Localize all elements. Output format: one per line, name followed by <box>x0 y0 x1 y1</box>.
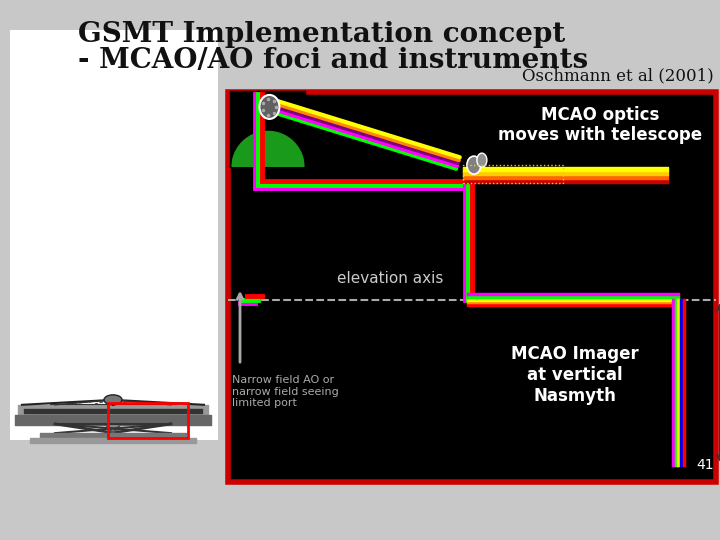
Bar <box>108 403 188 438</box>
Ellipse shape <box>104 395 122 405</box>
Text: elevation axis: elevation axis <box>337 271 444 286</box>
Text: Oschmann et al (2001): Oschmann et al (2001) <box>522 67 714 84</box>
Bar <box>10 30 218 440</box>
Text: MCAO optics
moves with telescope: MCAO optics moves with telescope <box>498 106 702 144</box>
Bar <box>230 92 305 167</box>
Ellipse shape <box>259 95 279 119</box>
Text: GSMT Implementation concept: GSMT Implementation concept <box>78 22 565 49</box>
Bar <box>463 165 563 183</box>
Text: MCAO Imager
at vertical
Nasmyth: MCAO Imager at vertical Nasmyth <box>511 345 639 405</box>
Text: 41: 41 <box>696 458 714 472</box>
Bar <box>228 92 716 482</box>
Ellipse shape <box>467 156 481 174</box>
Text: - MCAO/AO foci and instruments: - MCAO/AO foci and instruments <box>78 46 588 73</box>
Text: Narrow field AO or
narrow field seeing
limited port: Narrow field AO or narrow field seeing l… <box>232 375 338 408</box>
Ellipse shape <box>477 153 487 167</box>
